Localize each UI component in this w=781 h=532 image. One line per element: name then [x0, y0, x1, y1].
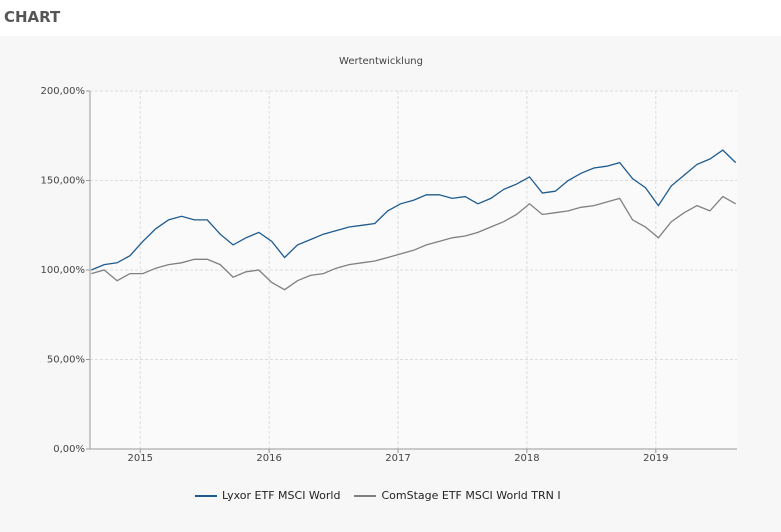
y-tick-label: 150,00%	[41, 176, 86, 187]
legend-swatch	[354, 495, 377, 497]
x-tick-label: 2018	[514, 453, 539, 464]
x-tick-label: 2015	[128, 453, 153, 464]
legend-swatch	[195, 495, 217, 497]
series-line	[91, 149, 737, 271]
series-line	[91, 195, 737, 291]
x-tick-label: 2017	[385, 453, 410, 464]
legend-item: Lyxor ETF MSCI World	[195, 489, 340, 502]
x-tick-label: 2019	[643, 453, 668, 464]
y-tick-label: 0,00%	[53, 444, 85, 455]
header-title: CHART	[4, 8, 61, 26]
legend-label: ComStage ETF MSCI World TRN I	[381, 489, 561, 502]
legend: Lyxor ETF MSCI World ComStage ETF MSCI W…	[195, 489, 571, 502]
x-tick-label: 2016	[256, 453, 281, 464]
y-tick-label: 200,00%	[41, 86, 86, 97]
y-tick-label: 100,00%	[41, 265, 86, 276]
chart-title: Wertentwicklung	[339, 56, 423, 67]
legend-label: Lyxor ETF MSCI World	[222, 489, 341, 502]
legend-item: ComStage ETF MSCI World TRN I	[354, 489, 571, 502]
y-tick-label: 50,00%	[47, 355, 85, 366]
